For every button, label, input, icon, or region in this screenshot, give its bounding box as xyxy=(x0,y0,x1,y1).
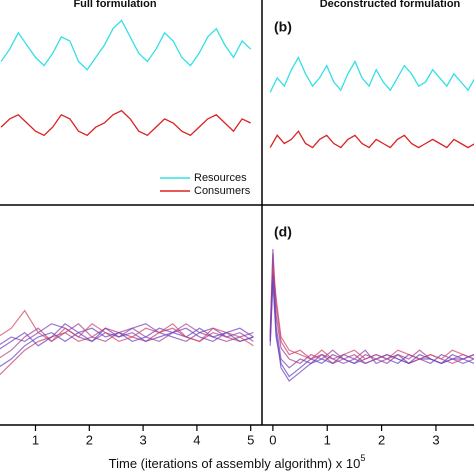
series-line xyxy=(0,323,254,359)
series-line xyxy=(269,55,474,93)
x-axis-label-exponent: 5 xyxy=(360,453,365,463)
series-line xyxy=(0,323,254,346)
x-axis-label: Time (iterations of assembly algorithm) … xyxy=(109,453,366,471)
series-line xyxy=(269,275,474,382)
x-tick-label: 1 xyxy=(324,432,331,447)
x-axis-label-text: Time (iterations of assembly algorithm) … xyxy=(109,456,361,471)
panel-label: (d) xyxy=(274,224,292,240)
x-tick-label: 3 xyxy=(432,432,439,447)
x-tick-label: 0 xyxy=(269,432,276,447)
x-tick-label: 1 xyxy=(32,432,39,447)
series-line xyxy=(0,109,251,137)
legend-label: Resources xyxy=(194,172,247,184)
panel-title: Deconstructed formulation xyxy=(320,0,461,10)
series-line xyxy=(269,130,474,149)
series-line xyxy=(269,270,474,365)
x-tick-label: 2 xyxy=(86,432,93,447)
series-line xyxy=(0,327,254,376)
panel-label: (b) xyxy=(274,19,292,35)
series-line xyxy=(0,309,254,347)
x-tick-label: 3 xyxy=(139,432,146,447)
legend-label: Consumers xyxy=(194,185,251,197)
panel-title: Full formulation xyxy=(73,0,156,10)
x-tick-label: 4 xyxy=(193,432,200,447)
series-line xyxy=(0,323,254,350)
x-tick-label: 5 xyxy=(247,432,254,447)
series-line xyxy=(269,266,474,360)
x-tick-label: 2 xyxy=(378,432,385,447)
series-line xyxy=(0,19,252,71)
series-line xyxy=(0,327,254,368)
series-line xyxy=(269,253,474,365)
